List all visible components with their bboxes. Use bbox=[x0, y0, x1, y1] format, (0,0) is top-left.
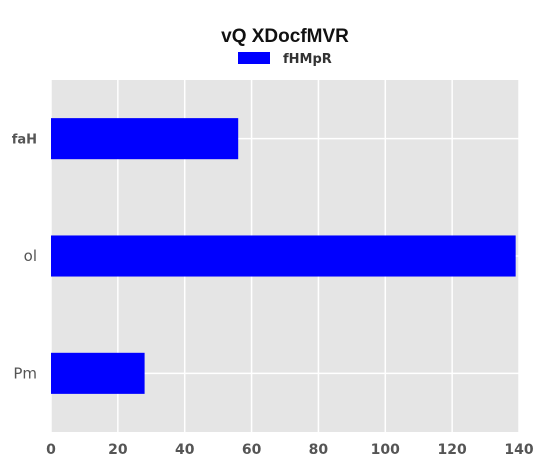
y-axis-ticks: faH ol Pm bbox=[12, 133, 37, 383]
legend-label: fHMpR bbox=[283, 52, 332, 67]
x-tick-label: 60 bbox=[242, 442, 262, 458]
x-tick-label: 40 bbox=[175, 442, 195, 458]
legend-swatch bbox=[238, 52, 270, 64]
y-tick-label: faH bbox=[12, 133, 37, 148]
x-tick-label: 120 bbox=[438, 442, 467, 458]
x-tick-label: 100 bbox=[371, 442, 400, 458]
bars bbox=[51, 118, 516, 394]
bar-faH bbox=[51, 118, 239, 160]
legend: fHMpR bbox=[238, 52, 332, 67]
x-tick-label: 140 bbox=[504, 442, 533, 458]
x-axis-ticks: 0 20 40 60 80 100 120 140 bbox=[46, 442, 534, 458]
x-tick-label: 0 bbox=[46, 442, 56, 458]
x-tick-label: 20 bbox=[108, 442, 128, 458]
bar-ol bbox=[51, 235, 516, 277]
y-tick-label: Pm bbox=[13, 364, 37, 382]
x-tick-label: 80 bbox=[309, 442, 329, 458]
chart-title: vQ XDocfMVR bbox=[221, 26, 349, 47]
y-tick-label: ol bbox=[24, 247, 37, 265]
bar-Pm bbox=[51, 352, 145, 394]
